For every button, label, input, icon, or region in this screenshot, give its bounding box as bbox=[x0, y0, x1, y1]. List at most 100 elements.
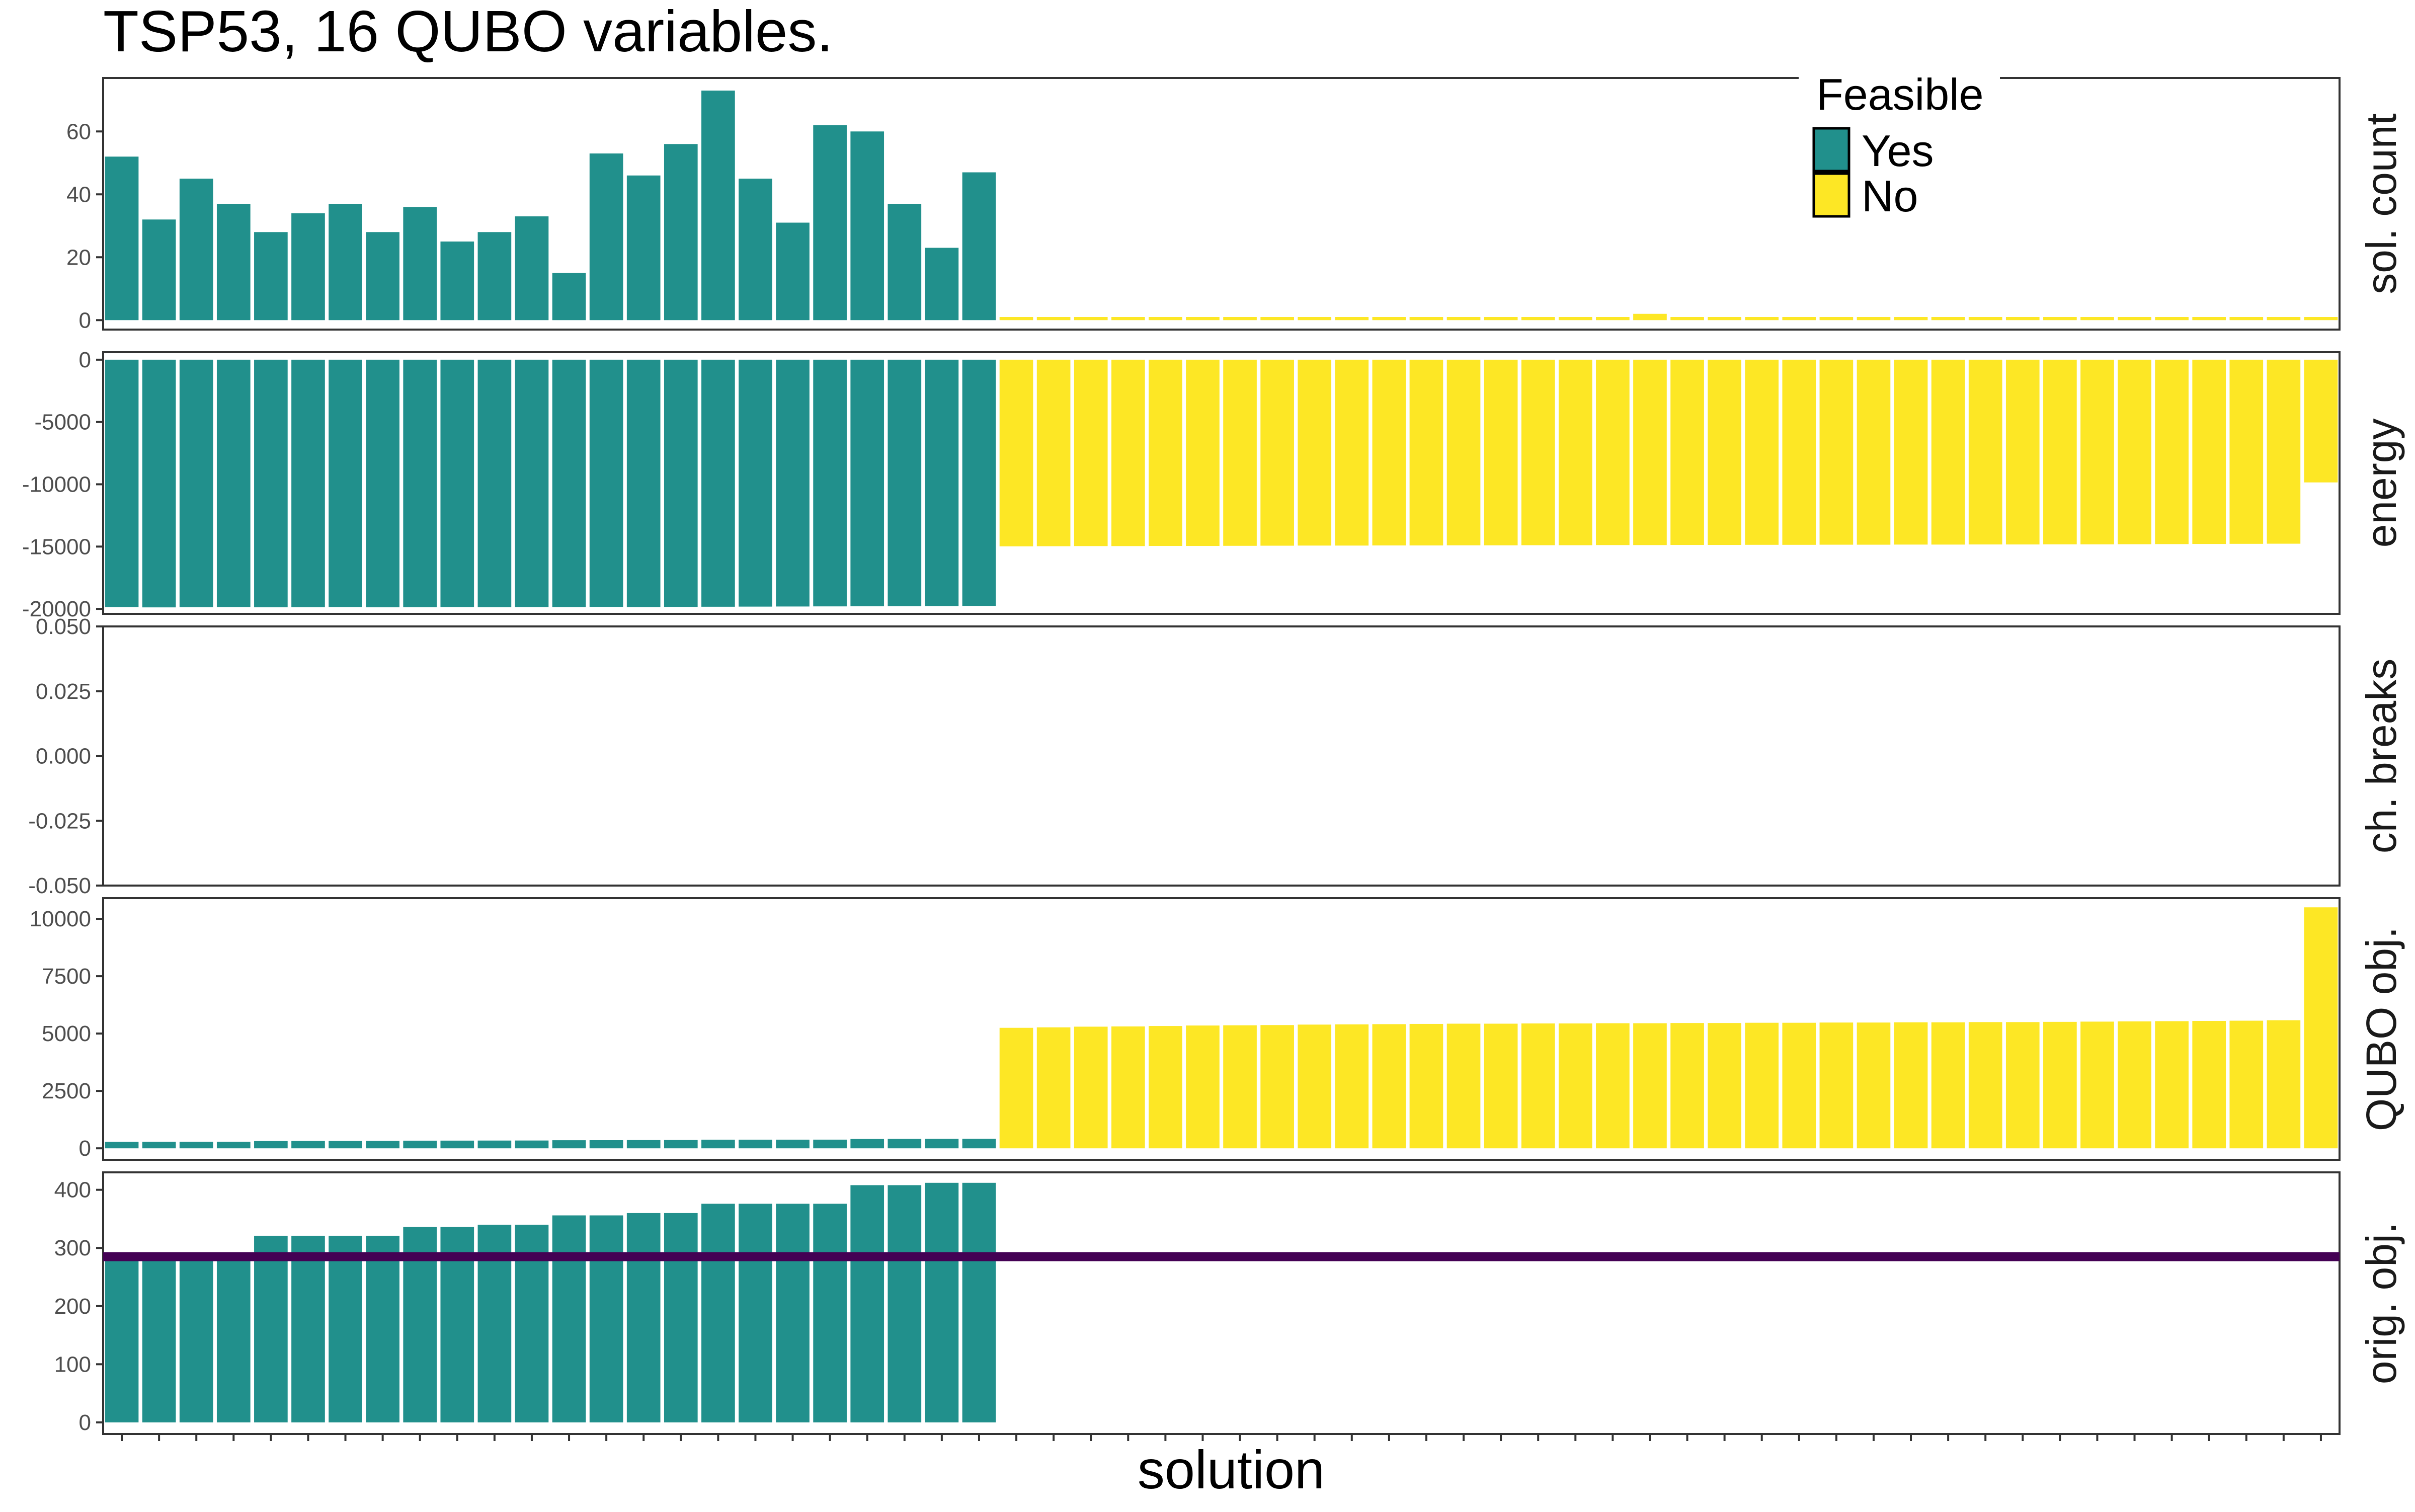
bar-infeasible bbox=[2192, 317, 2226, 321]
bar-infeasible bbox=[1335, 1024, 1369, 1149]
bar-infeasible bbox=[2118, 317, 2151, 321]
bar-infeasible bbox=[1745, 317, 1779, 321]
bar-feasible bbox=[925, 1182, 959, 1422]
bar-feasible bbox=[813, 125, 847, 321]
bar-feasible bbox=[515, 359, 549, 607]
bar-feasible bbox=[552, 359, 586, 607]
bar-feasible bbox=[813, 1139, 847, 1149]
bar-infeasible bbox=[1372, 317, 1406, 321]
bar-infeasible bbox=[2229, 1020, 2264, 1149]
bar-infeasible bbox=[1633, 359, 1667, 545]
bar-feasible bbox=[179, 359, 213, 607]
bar-infeasible bbox=[999, 359, 1033, 546]
bar-feasible bbox=[403, 1141, 437, 1149]
bar-infeasible bbox=[1036, 317, 1071, 321]
bar-feasible bbox=[291, 1141, 325, 1149]
bar-feasible bbox=[962, 172, 996, 321]
panel-4: 0 2500 5000 7500 10000 QUBO obj. bbox=[30, 897, 2405, 1161]
bar-infeasible bbox=[1670, 359, 1704, 545]
bar-infeasible bbox=[1036, 359, 1071, 546]
y-tick-label: -0.050 bbox=[28, 873, 91, 898]
x-axis-ticks bbox=[121, 1434, 2322, 1441]
bar-infeasible bbox=[1857, 359, 1891, 545]
bar-infeasible bbox=[1931, 1022, 1965, 1149]
bar-infeasible bbox=[1931, 317, 1965, 321]
bar-feasible bbox=[850, 1139, 884, 1149]
bar-feasible bbox=[626, 175, 661, 321]
panel-3: 0.050 0.025 0.000 -0.025 -0.050 ch. breaks bbox=[28, 614, 2405, 898]
bar-infeasible bbox=[1372, 359, 1406, 546]
x-axis-label: solution bbox=[1138, 1439, 1325, 1500]
bar-infeasible bbox=[1149, 1026, 1182, 1149]
bar-infeasible bbox=[1596, 359, 1630, 545]
bar-infeasible bbox=[1782, 359, 1816, 545]
panel-frame bbox=[102, 351, 2341, 615]
bar-feasible bbox=[105, 1142, 139, 1149]
bar-infeasible bbox=[2043, 359, 2077, 544]
y-tick-label: 0 bbox=[79, 348, 91, 372]
bar-feasible bbox=[179, 179, 213, 321]
bar-infeasible bbox=[1372, 1024, 1406, 1149]
bar-infeasible bbox=[1149, 359, 1182, 546]
bar-feasible bbox=[925, 248, 959, 321]
bar-feasible bbox=[776, 359, 810, 607]
bar-infeasible bbox=[999, 317, 1033, 321]
y-tick-label: -10000 bbox=[22, 472, 91, 497]
bar-infeasible bbox=[1782, 1022, 1816, 1149]
bar-infeasible bbox=[1111, 359, 1145, 546]
bar-feasible bbox=[664, 1213, 698, 1422]
bar-infeasible bbox=[1819, 1022, 1854, 1149]
bar-infeasible bbox=[1260, 317, 1294, 321]
bar-infeasible bbox=[1596, 317, 1630, 321]
bar-feasible bbox=[813, 1204, 847, 1422]
bar-infeasible bbox=[1857, 317, 1891, 321]
bar-feasible bbox=[366, 1141, 399, 1149]
bar-infeasible bbox=[1894, 1022, 1928, 1149]
panel-5: 0 100 200 300 400 orig. obj. bbox=[54, 1171, 2405, 1435]
bar-infeasible bbox=[2080, 317, 2114, 321]
bar-feasible bbox=[142, 359, 176, 608]
bar-infeasible bbox=[1186, 317, 1220, 321]
bar-infeasible bbox=[2192, 1021, 2226, 1149]
bar-infeasible bbox=[2229, 317, 2264, 321]
bar-feasible bbox=[701, 91, 735, 321]
bar-infeasible bbox=[1596, 1023, 1630, 1149]
bar-infeasible bbox=[2304, 317, 2338, 321]
bar-feasible bbox=[366, 232, 399, 321]
bar-infeasible bbox=[1484, 317, 1518, 321]
bar-infeasible bbox=[1409, 1023, 1443, 1149]
bar-infeasible bbox=[1074, 359, 1108, 546]
bar-feasible bbox=[552, 1140, 586, 1149]
y-tick-label: 40 bbox=[66, 182, 91, 207]
bar-infeasible bbox=[1931, 359, 1965, 545]
y-tick-label: 60 bbox=[66, 119, 91, 144]
bar-infeasible bbox=[1446, 359, 1481, 545]
legend-key-yes bbox=[1812, 127, 1850, 173]
bar-infeasible bbox=[1335, 359, 1369, 546]
bar-infeasible bbox=[2043, 317, 2077, 321]
bar-feasible bbox=[216, 204, 251, 321]
bar-feasible bbox=[925, 359, 959, 606]
bar-feasible bbox=[589, 153, 623, 321]
bar-feasible bbox=[216, 1142, 251, 1149]
bar-infeasible bbox=[2155, 359, 2189, 544]
bar-feasible bbox=[888, 1185, 922, 1422]
bar-infeasible bbox=[1708, 1023, 1741, 1149]
bar-infeasible bbox=[2267, 1020, 2301, 1149]
bar-infeasible bbox=[1968, 317, 2002, 321]
bar-infeasible bbox=[1111, 317, 1145, 321]
bar-feasible bbox=[291, 213, 325, 321]
y-tick-label: 300 bbox=[54, 1236, 91, 1260]
bar-feasible bbox=[329, 1141, 362, 1149]
y-tick-label: 0.050 bbox=[36, 614, 91, 639]
bar-infeasible bbox=[2043, 1021, 2077, 1149]
bar-infeasible bbox=[1036, 1027, 1071, 1149]
bar-feasible bbox=[813, 359, 847, 607]
y-tick-label: 0 bbox=[79, 308, 91, 333]
legend: Feasible Yes No bbox=[1799, 64, 2000, 230]
bar-feasible bbox=[850, 131, 884, 321]
bar-feasible bbox=[626, 1213, 661, 1422]
bar-infeasible bbox=[2155, 1021, 2189, 1149]
legend-label-yes: Yes bbox=[1862, 126, 1934, 176]
